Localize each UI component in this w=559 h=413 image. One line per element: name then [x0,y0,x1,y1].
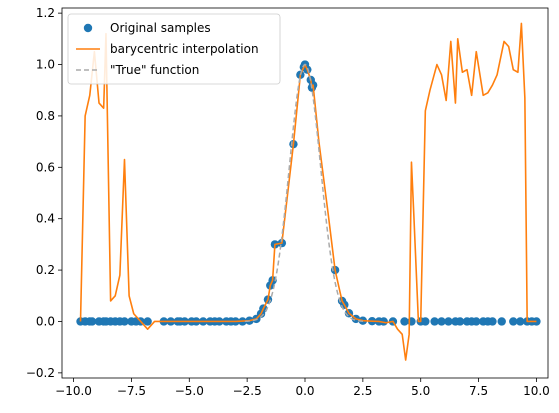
y-tick-label: 0.0 [36,314,55,328]
sample-point [143,317,151,325]
sample-point [421,317,429,325]
legend-label: "True" function [110,63,199,77]
sample-point [498,317,506,325]
y-tick-label: 1.0 [36,58,55,72]
x-tick-label: 0.0 [295,384,314,398]
legend-label: barycentric interpolation [110,42,259,56]
y-tick-label: 0.8 [36,109,55,123]
x-tick-label: 5.0 [411,384,430,398]
legend-label: Original samples [110,21,211,35]
y-tick-label: 0.6 [36,160,55,174]
x-tick-label: −2.5 [233,384,262,398]
y-tick-label: −0.2 [26,366,55,380]
legend: Original samples barycentric interpolatio… [68,14,280,84]
y-tick-label: 0.2 [36,263,55,277]
true-function-line [245,65,365,322]
legend-marker-samples [84,24,92,32]
y-tick-label: 1.2 [36,6,55,20]
x-tick-label: −7.5 [117,384,146,398]
y-tick-label: 0.4 [36,212,55,226]
sample-point [488,317,496,325]
x-tick-label: 10.0 [523,384,550,398]
x-tick-label: 2.5 [353,384,372,398]
x-tick-label: −5.0 [175,384,204,398]
x-tick-label: −10.0 [55,384,92,398]
x-tick-label: 7.5 [469,384,488,398]
